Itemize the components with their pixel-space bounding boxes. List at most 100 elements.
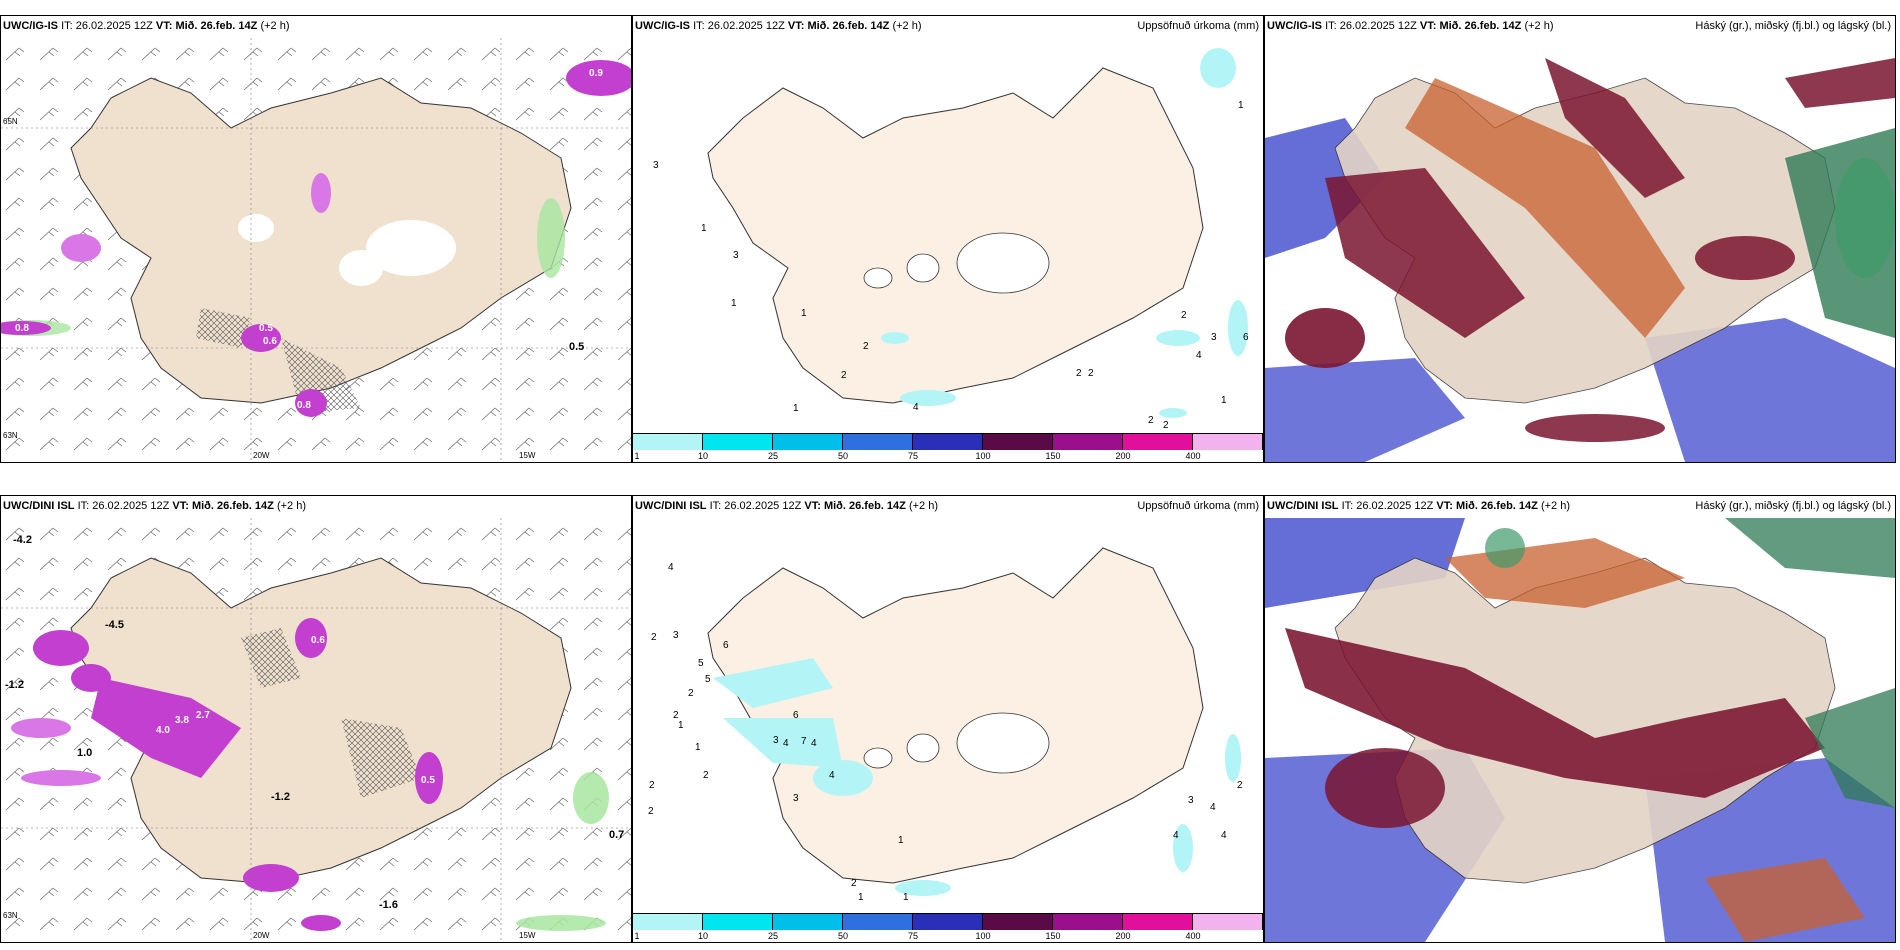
temp-label: -1.6 xyxy=(379,899,398,911)
colorbar-swatch xyxy=(703,914,773,930)
colorbar-swatch xyxy=(913,434,983,450)
lon-label-15w: 15W xyxy=(519,931,536,940)
panel-header: UWC/IG-IS IT: 26.02.2025 12Z VT: Mið. 26… xyxy=(635,20,922,32)
panel-bottom-middle-precipitation: UWC/DINI ISL IT: 26.02.2025 12Z VT: Mið.… xyxy=(632,495,1264,943)
temp-label: 0.6 xyxy=(311,635,325,646)
colorbar-swatch xyxy=(703,434,773,450)
precip-label: 3 xyxy=(1211,332,1217,343)
lon-label-15w: 15W xyxy=(519,451,536,460)
iceland-landmass xyxy=(70,77,572,404)
precip-label: 1 xyxy=(695,742,701,753)
temp-label: -1.2 xyxy=(5,679,24,691)
precip-label: 6 xyxy=(793,710,799,721)
map-cloud-cover xyxy=(1265,38,1895,462)
precip-label: 5 xyxy=(705,674,711,685)
precip-label: 3 xyxy=(733,250,739,261)
precip-label: 4 xyxy=(1173,830,1179,841)
precip-label: 2 xyxy=(673,710,679,721)
precip-label: 4 xyxy=(668,562,674,573)
precip-label: 5 xyxy=(698,658,704,669)
precip-label: 2 xyxy=(1088,368,1094,379)
temp-label: 1.0 xyxy=(77,747,92,759)
iceland-landmass xyxy=(707,547,1204,884)
temp-label: -4.2 xyxy=(13,534,32,546)
precip-label: 4 xyxy=(783,738,789,749)
panel-title: Uppsöfnuð úrkoma (mm) xyxy=(1137,500,1259,512)
precip-label: 1 xyxy=(903,892,909,903)
colorbar-tick: 200 xyxy=(1115,451,1131,461)
panel-header: UWC/IG-IS IT: 26.02.2025 12Z VT: Mið. 26… xyxy=(1267,20,1554,32)
colorbar-swatch xyxy=(983,434,1053,450)
precip-label: 3 xyxy=(653,160,659,171)
lon-label-20w: 20W xyxy=(253,451,270,460)
colorbar-tick: 10 xyxy=(697,451,709,461)
precip-label: 2 xyxy=(1163,420,1169,431)
colorbar-swatch xyxy=(913,914,983,930)
precip-label: 4 xyxy=(1221,830,1227,841)
precip-label: 4 xyxy=(829,770,835,781)
colorbar-tick: 400 xyxy=(1185,931,1201,941)
colorbar-swatch xyxy=(1053,914,1123,930)
colorbar-tick: 1 xyxy=(634,451,640,461)
precip-label: 4 xyxy=(1210,802,1216,813)
precip-colorbar: 1 10 25 50 75 100 150 200 400 xyxy=(633,433,1263,462)
temp-label: -4.5 xyxy=(105,619,124,631)
precip-label: 6 xyxy=(723,640,729,651)
temp-label: 0.5 xyxy=(259,323,273,334)
precip-label: 1 xyxy=(1238,100,1244,111)
temp-label: 0.8 xyxy=(15,323,29,334)
precip-label: 2 xyxy=(648,806,654,817)
panel-header: UWC/IG-IS IT: 26.02.2025 12Z VT: Mið. 26… xyxy=(3,20,290,32)
temp-label: 0.8 xyxy=(297,400,311,411)
colorbar-swatch xyxy=(773,914,843,930)
precip-label: 2 xyxy=(1237,780,1243,791)
precip-label: 3 xyxy=(773,735,779,746)
map-temperature-wind: 0.9 0.5 0.8 0.6 0.5 0.8 20W 15W 65N 63N xyxy=(1,38,631,462)
colorbar-tick: 25 xyxy=(767,451,779,461)
colorbar-tick: 200 xyxy=(1115,931,1131,941)
panel-header: UWC/DINI ISL IT: 26.02.2025 12Z VT: Mið.… xyxy=(635,500,938,512)
temp-label: -1.2 xyxy=(271,791,290,803)
precip-label: 2 xyxy=(703,770,709,781)
colorbar-swatch xyxy=(773,434,843,450)
colorbar-tick: 150 xyxy=(1045,451,1061,461)
colorbar-tick: 25 xyxy=(767,931,779,941)
precip-label: 2 xyxy=(651,632,657,643)
colorbar-swatch xyxy=(843,434,913,450)
temp-label: 4.0 xyxy=(156,725,170,736)
precip-label: 6 xyxy=(1243,332,1249,343)
panel-title: Háský (gr.), miðský (fj.bl.) og lágský (… xyxy=(1695,20,1891,32)
panel-top-right-clouds: UWC/IG-IS IT: 26.02.2025 12Z VT: Mið. 26… xyxy=(1264,15,1896,463)
panel-top-left-temperature-wind: UWC/IG-IS IT: 26.02.2025 12Z VT: Mið. 26… xyxy=(0,15,632,463)
precip-label: 2 xyxy=(649,780,655,791)
precip-label: 4 xyxy=(913,402,919,413)
colorbar-tick: 50 xyxy=(837,451,849,461)
colorbar-tick: 1 xyxy=(634,931,640,941)
precip-label: 3 xyxy=(673,630,679,641)
precip-label: 1 xyxy=(801,308,807,319)
temp-label: 0.5 xyxy=(569,341,584,353)
temp-label: 0.7 xyxy=(609,829,624,841)
lat-label-63n: 63N xyxy=(3,431,18,440)
precip-label: 1 xyxy=(898,835,904,846)
colorbar-tick: 150 xyxy=(1045,931,1061,941)
temp-label: 0.9 xyxy=(589,68,603,79)
lat-label-65n: 65N xyxy=(3,117,18,126)
lat-label-63n: 63N xyxy=(3,911,18,920)
colorbar-tick: 100 xyxy=(975,451,991,461)
colorbar-tick: 75 xyxy=(907,451,919,461)
precip-label: 2 xyxy=(1076,368,1082,379)
precip-label: 1 xyxy=(858,892,864,903)
map-precipitation: 4 2 3 5 6 2 1 2 5 6 7 4 1 2 3 4 2 2 4 3 … xyxy=(648,547,1243,903)
temp-label: 3.8 xyxy=(175,715,189,726)
panel-bottom-left-temperature-wind: UWC/DINI ISL IT: 26.02.2025 12Z VT: Mið.… xyxy=(0,495,632,943)
colorbar-tick: 50 xyxy=(837,931,849,941)
colorbar-tick: 400 xyxy=(1185,451,1201,461)
panel-bottom-right-clouds: UWC/DINI ISL IT: 26.02.2025 12Z VT: Mið.… xyxy=(1264,495,1896,943)
colorbar-swatch xyxy=(843,914,913,930)
colorbar-tick: 100 xyxy=(975,931,991,941)
colorbar-swatch xyxy=(633,434,703,450)
precip-label: 1 xyxy=(1221,395,1227,406)
precip-label: 3 xyxy=(1188,795,1194,806)
precip-label: 4 xyxy=(811,738,817,749)
